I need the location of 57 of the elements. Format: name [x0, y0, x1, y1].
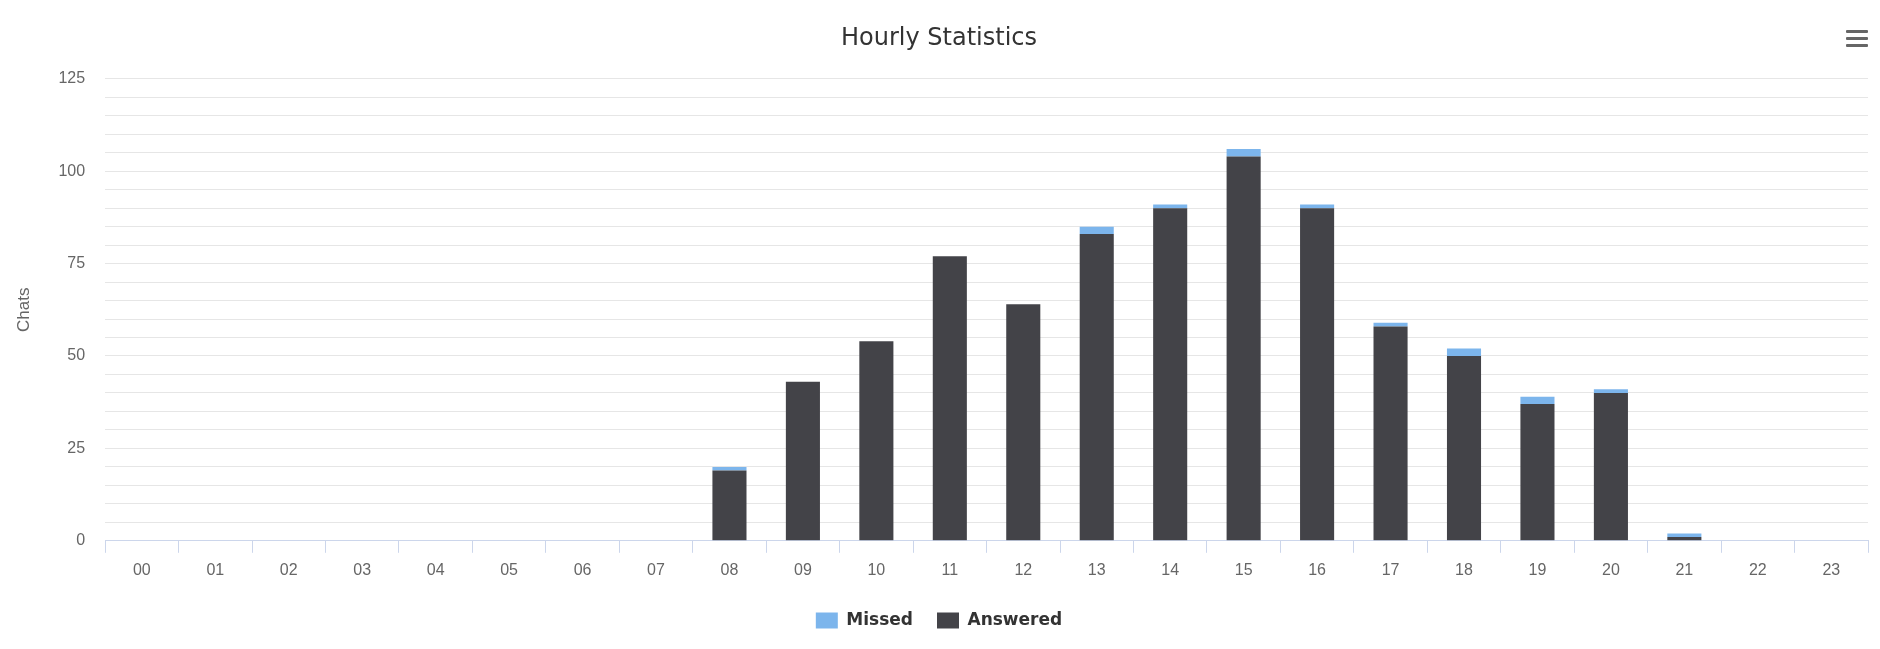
- y-tick-label: 25: [67, 438, 86, 456]
- x-tick-label: 01: [206, 560, 225, 578]
- x-tick-label: 14: [1161, 560, 1180, 578]
- x-tick-label: 09: [794, 560, 812, 578]
- x-tick-label: 05: [500, 560, 519, 578]
- x-tick-label: 13: [1087, 560, 1106, 578]
- y-tick-label: 0: [76, 531, 86, 549]
- y-tick-label: 100: [58, 161, 86, 179]
- bar: [1593, 389, 1628, 393]
- x-tick-label: 03: [353, 560, 372, 578]
- x-tick-label: 08: [720, 560, 739, 578]
- bar: [932, 256, 967, 541]
- bar: [1667, 537, 1702, 541]
- bar: [1079, 234, 1114, 541]
- x-tick-label: 12: [1014, 560, 1033, 578]
- x-tick-label: 21: [1675, 560, 1694, 578]
- x-tick-label: 06: [573, 560, 592, 578]
- legend-label: Missed: [846, 608, 913, 629]
- x-tick-label: 17: [1381, 560, 1400, 578]
- bar: [1667, 533, 1702, 538]
- x-tick-label: 22: [1748, 560, 1767, 578]
- x-tick-label: 23: [1822, 560, 1841, 578]
- x-tick-label: 16: [1308, 560, 1327, 578]
- x-tick-label: 02: [279, 560, 298, 578]
- x-tick-label: 18: [1455, 560, 1473, 578]
- bar: [1226, 149, 1261, 157]
- bar: [785, 381, 820, 541]
- bar: [1373, 326, 1408, 541]
- x-tick-label: 04: [426, 560, 445, 578]
- bar: [1446, 356, 1482, 541]
- y-tick-label: 50: [67, 346, 86, 364]
- bar: [1226, 156, 1261, 541]
- bar: [1593, 392, 1628, 541]
- x-tick-label: 10: [867, 560, 886, 578]
- bar: [1006, 304, 1041, 541]
- x-tick-label: 15: [1234, 560, 1253, 578]
- x-tick-label: 19: [1528, 560, 1547, 578]
- bar: [1153, 204, 1188, 209]
- x-tick-label: 20: [1602, 560, 1620, 578]
- x-tick-label: 07: [647, 560, 665, 578]
- y-tick-label: 75: [67, 254, 86, 272]
- bar: [1153, 208, 1188, 541]
- bar: [1300, 204, 1335, 209]
- legend-label: Answered: [967, 608, 1063, 629]
- bar: [859, 341, 894, 541]
- y-tick-label: 125: [58, 69, 86, 87]
- x-tick-label: 00: [132, 560, 151, 578]
- bar: [712, 466, 747, 471]
- bar: [1446, 348, 1482, 356]
- bar: [1079, 226, 1114, 235]
- y-axis-title: Chats: [13, 287, 33, 333]
- bar: [1300, 208, 1335, 541]
- x-tick-label: 11: [941, 560, 959, 578]
- bar: [1520, 396, 1555, 405]
- bar: [1520, 404, 1555, 541]
- bar: [712, 470, 747, 541]
- chart-title: Hourly Statistics: [840, 22, 1038, 51]
